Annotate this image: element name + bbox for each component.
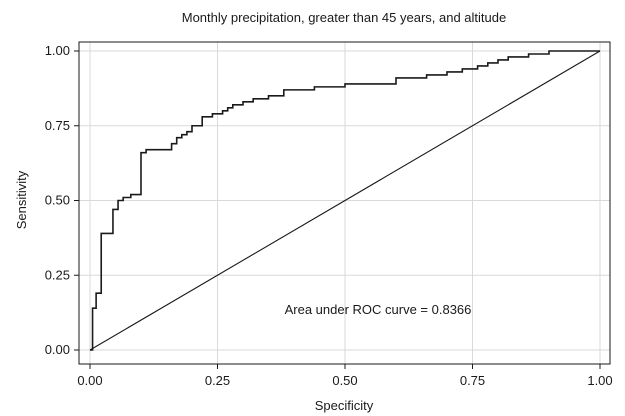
roc-curve-line xyxy=(90,50,600,351)
y-tick-label: 0.25 xyxy=(45,267,70,282)
series-group xyxy=(89,50,601,351)
x-axis-label: Specificity xyxy=(315,398,374,413)
x-tick-label: 1.00 xyxy=(587,373,612,388)
y-tick-label: 0.75 xyxy=(45,118,70,133)
y-tick-label: 0.50 xyxy=(45,193,70,208)
x-tick-label: 0.50 xyxy=(332,373,357,388)
y-axis-label: Sensitivity xyxy=(14,170,29,229)
chart-title: Monthly precipitation, greater than 45 y… xyxy=(182,10,506,25)
x-tick-label: 0.75 xyxy=(460,373,485,388)
x-tick-label: 0.25 xyxy=(205,373,230,388)
gridlines xyxy=(79,42,610,364)
y-tick-label: 0.00 xyxy=(45,342,70,357)
auc-annotation: Area under ROC curve = 0.8366 xyxy=(285,302,472,317)
y-tick-label: 1.00 xyxy=(45,43,70,58)
x-tick-label: 0.00 xyxy=(77,373,102,388)
axis-ticks: 0.00 0.25 0.50 0.75 1.00 0.00 0.25 0.50 0.75 1.00 xyxy=(45,43,613,388)
reference-diagonal-line xyxy=(89,50,601,351)
